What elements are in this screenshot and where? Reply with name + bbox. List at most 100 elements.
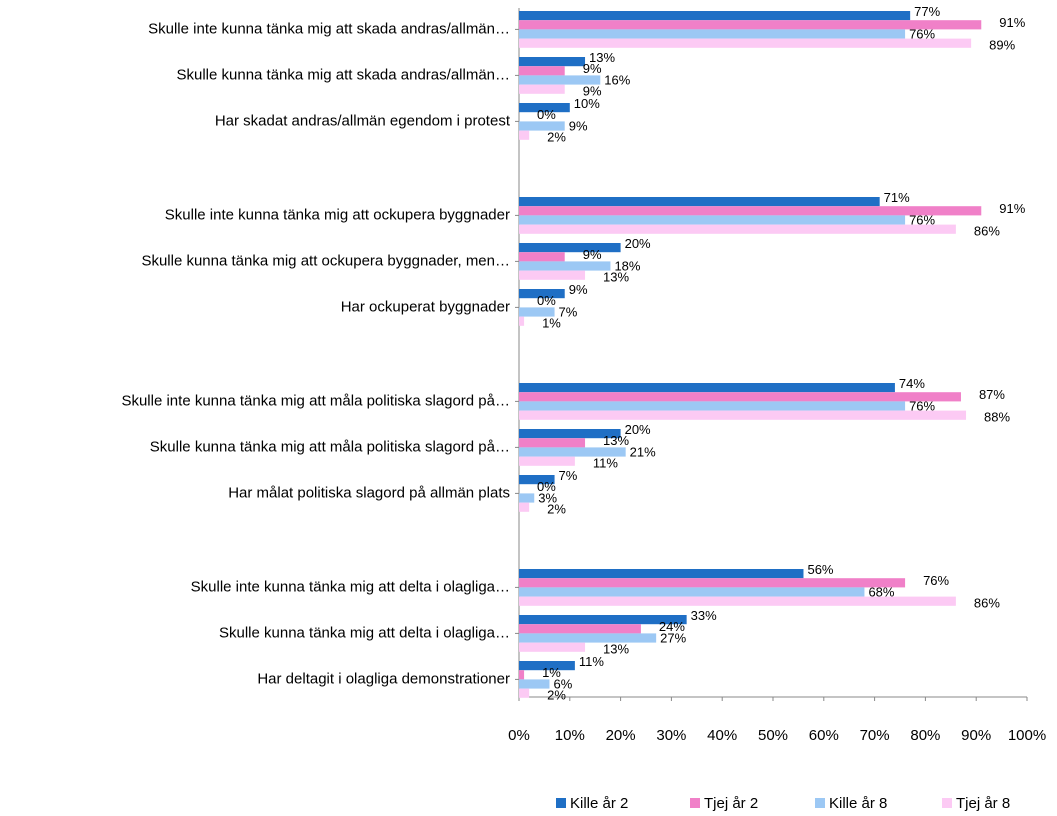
category-label: Skulle kunna tänka mig att skada andras/… xyxy=(176,66,510,83)
bar xyxy=(519,596,956,606)
value-label: 24% xyxy=(659,619,685,634)
category-label: Skulle kunna tänka mig att delta i olagl… xyxy=(219,624,510,641)
value-label: 86% xyxy=(974,224,1000,239)
value-label: 18% xyxy=(614,258,640,273)
value-label: 0% xyxy=(537,479,556,494)
bar xyxy=(519,66,565,76)
category-label: Skulle inte kunna tänka mig att ockupera… xyxy=(165,206,510,223)
value-label: 2% xyxy=(547,502,566,517)
category-label: Skulle inte kunna tänka mig att delta i … xyxy=(191,578,510,595)
bar xyxy=(519,57,586,67)
bar xyxy=(519,130,530,140)
value-label: 16% xyxy=(604,72,630,87)
bar xyxy=(519,475,555,485)
legend-swatch xyxy=(942,798,952,808)
value-label: 77% xyxy=(914,4,940,19)
bar xyxy=(519,679,550,689)
bar xyxy=(519,206,982,216)
x-tick-label: 10% xyxy=(555,727,585,744)
x-tick-label: 80% xyxy=(910,727,940,744)
legend-swatch xyxy=(815,798,825,808)
value-label: 9% xyxy=(583,247,602,262)
value-label: 76% xyxy=(909,212,935,227)
bar xyxy=(519,633,657,643)
bar xyxy=(519,270,586,280)
value-label: 71% xyxy=(884,190,910,205)
value-label: 76% xyxy=(909,398,935,413)
bar xyxy=(519,624,641,634)
bar xyxy=(519,456,575,466)
bar xyxy=(519,11,911,21)
x-tick-label: 50% xyxy=(758,727,788,744)
legend-label: Tjej år 2 xyxy=(704,795,758,812)
value-label: 33% xyxy=(691,608,717,623)
value-label: 86% xyxy=(974,596,1000,611)
value-label: 20% xyxy=(625,422,651,437)
x-tick-label: 60% xyxy=(809,727,839,744)
category-label: Skulle kunna tänka mig att måla politisk… xyxy=(150,438,510,455)
bar xyxy=(519,289,565,299)
value-label: 3% xyxy=(538,490,557,505)
bar xyxy=(519,252,565,262)
value-label: 56% xyxy=(807,562,833,577)
value-label: 10% xyxy=(574,96,600,111)
value-label: 1% xyxy=(542,316,561,331)
value-label: 9% xyxy=(569,118,588,133)
bar xyxy=(519,578,906,588)
bar xyxy=(519,502,530,512)
bar xyxy=(519,261,611,271)
bar xyxy=(519,103,570,113)
legend-swatch xyxy=(690,798,700,808)
category-label: Har skadat andras/allmän egendom i prote… xyxy=(215,112,511,129)
value-label: 6% xyxy=(553,676,572,691)
value-label: 11% xyxy=(579,654,604,669)
value-label: 21% xyxy=(630,444,656,459)
bar xyxy=(519,642,586,652)
value-label: 76% xyxy=(909,26,935,41)
bar xyxy=(519,429,621,439)
value-label: 89% xyxy=(989,38,1015,53)
x-tick-label: 70% xyxy=(860,727,890,744)
x-tick-label: 0% xyxy=(508,727,530,744)
value-label: 13% xyxy=(603,270,629,285)
value-label: 13% xyxy=(589,50,615,65)
value-label: 7% xyxy=(559,304,578,319)
value-label: 87% xyxy=(979,387,1005,402)
value-label: 9% xyxy=(569,282,588,297)
bar xyxy=(519,438,586,448)
value-label: 7% xyxy=(559,468,578,483)
value-label: 27% xyxy=(660,630,686,645)
bar xyxy=(519,493,535,503)
value-label: 9% xyxy=(583,61,602,76)
bar xyxy=(519,670,525,680)
value-label: 68% xyxy=(868,584,894,599)
bar xyxy=(519,383,895,393)
value-label: 9% xyxy=(583,84,602,99)
bar xyxy=(519,447,626,457)
bar xyxy=(519,316,525,326)
x-tick-label: 20% xyxy=(606,727,636,744)
bar xyxy=(519,569,804,579)
bar xyxy=(519,243,621,253)
value-label: 2% xyxy=(547,688,566,703)
bar xyxy=(519,401,906,411)
value-label: 13% xyxy=(603,433,629,448)
bar xyxy=(519,587,865,597)
bar xyxy=(519,688,530,698)
category-label: Har målat politiska slagord på allmän pl… xyxy=(228,484,510,501)
value-label: 1% xyxy=(542,665,561,680)
value-label: 76% xyxy=(923,573,949,588)
legend-label: Tjej år 8 xyxy=(956,795,1010,812)
bar xyxy=(519,197,880,207)
value-label: 0% xyxy=(537,293,556,308)
bar xyxy=(519,121,565,131)
bar xyxy=(519,29,906,39)
bar xyxy=(519,75,601,85)
value-label: 11% xyxy=(593,456,618,471)
category-label: Har deltagit i olagliga demonstrationer xyxy=(257,670,510,687)
bar xyxy=(519,392,961,402)
bar xyxy=(519,410,967,420)
category-label: Skulle inte kunna tänka mig att skada an… xyxy=(148,20,510,37)
category-label: Skulle kunna tänka mig att ockupera bygg… xyxy=(141,252,510,269)
